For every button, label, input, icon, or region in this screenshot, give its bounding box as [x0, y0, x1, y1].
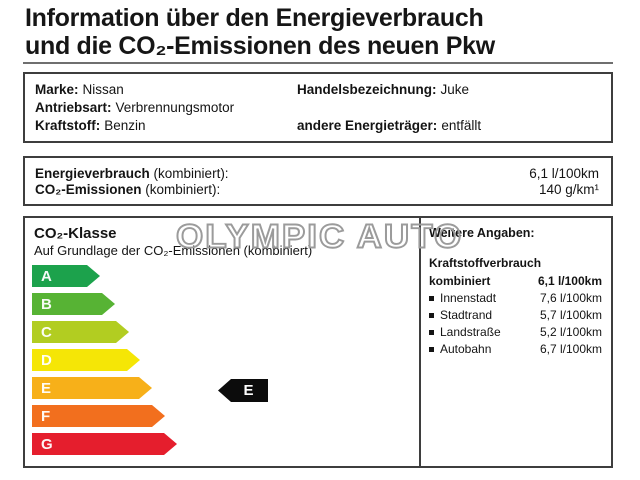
rated-class-letter: E: [243, 382, 254, 399]
rated-class-marker: E: [218, 379, 268, 402]
fuel-label-innenstadt: Innenstadt: [440, 291, 497, 305]
page-title-line1: Information über den Energieverbrauch: [25, 4, 484, 32]
co2-class-panel: CO₂-Klasse Auf Grundlage der CO₂-Emissio…: [23, 216, 613, 468]
page-title: Information über den Energieverbrauch un…: [25, 4, 495, 60]
fuel-label-stadtrand: Stadtrand: [440, 308, 493, 322]
andere-energietraeger-pair: andere Energieträger: entfällt: [297, 118, 481, 134]
fuel-row-kombiniert: kombiniert 6,1 l/100km: [429, 274, 602, 288]
vehicle-row-3: Kraftstoff: Benzin andere Energieträger: e…: [35, 118, 601, 134]
co2-emissionen-label: CO₂-Emissionen (kombiniert):: [35, 182, 220, 198]
energieverbrauch-row: Energieverbrauch (kombiniert): 6,1 l/100…: [35, 166, 599, 182]
antriebsart-label: Antriebsart:: [35, 100, 112, 115]
energieverbrauch-label-rest: (kombiniert):: [149, 166, 229, 181]
kraftstoff-value: Benzin: [104, 118, 146, 133]
antriebsart-pair: Antriebsart: Verbrennungsmotor: [35, 100, 234, 115]
fuel-label-kombiniert: kombiniert: [429, 274, 491, 288]
class-letter-g: G: [41, 435, 53, 453]
vehicle-row-2: Antriebsart: Verbrennungsmotor: [35, 100, 601, 116]
class-letter-c: C: [41, 323, 52, 341]
weitere-angaben-heading: Weitere Angaben:: [429, 226, 535, 240]
kraftstoff-label: Kraftstoff:: [35, 118, 101, 133]
co2-emissionen-label-bold: CO₂-Emissionen: [35, 182, 142, 197]
fuel-row-innenstadt: Innenstadt 7,6 l/100km: [429, 291, 602, 305]
handelsbezeichnung-label: Handelsbezeichnung:: [297, 82, 437, 97]
andere-energietraeger-value: entfällt: [441, 118, 482, 133]
antriebsart-value: Verbrennungsmotor: [115, 100, 235, 115]
kraftstoffverbrauch-title: Kraftstoffverbrauch: [429, 256, 542, 270]
co2-class-arrow-f: F: [32, 405, 165, 427]
fuel-value-kombiniert: 6,1 l/100km: [537, 274, 602, 288]
co2-emissionen-label-rest: (kombiniert):: [141, 182, 221, 197]
bullet-square-icon: [429, 295, 434, 301]
bullet-square-icon: [429, 312, 434, 318]
bullet-square-icon: [429, 329, 434, 335]
fuel-row-stadtrand: Stadtrand 5,7 l/100km: [429, 308, 602, 322]
handelsbezeichnung-value: Juke: [440, 82, 470, 97]
co2-class-arrow-d: D: [32, 349, 140, 371]
fuel-row-landstrasse: Landstraße 5,2 l/100km: [429, 325, 602, 339]
weitere-angaben-panel: Weitere Angaben: Kraftstoffverbrauch kom…: [421, 218, 611, 466]
class-letter-d: D: [41, 351, 52, 369]
fuel-row-autobahn: Autobahn 6,7 l/100km: [429, 342, 602, 356]
bullet-square-icon: [429, 346, 434, 352]
co2-class-arrow-c: C: [32, 321, 129, 343]
class-letter-f: F: [41, 407, 51, 425]
marke-value: Nissan: [82, 82, 124, 97]
fuel-value-innenstadt: 7,6 l/100km: [539, 291, 602, 305]
co2-emissionen-value: 140 g/km¹: [538, 182, 599, 197]
vehicle-row-1: Marke: Nissan Handelsbezeichnung: Juke: [35, 82, 601, 98]
co2-class-arrow-g: G: [32, 433, 177, 455]
marke-pair: Marke: Nissan: [35, 82, 124, 97]
consumption-panel: Energieverbrauch (kombiniert): 6,1 l/100…: [23, 156, 613, 206]
panel-divider: [419, 218, 421, 466]
fuel-label-autobahn: Autobahn: [440, 342, 492, 356]
co2-class-heading: CO₂-Klasse: [34, 225, 117, 242]
fuel-value-landstrasse: 5,2 l/100km: [539, 325, 602, 339]
co2-emissionen-row: CO₂-Emissionen (kombiniert): 140 g/km¹: [35, 182, 599, 198]
marke-label: Marke:: [35, 82, 79, 97]
co2-class-arrow-a: A: [32, 265, 100, 287]
co2-class-arrow-b: B: [32, 293, 115, 315]
handelsbezeichnung-pair: Handelsbezeichnung: Juke: [297, 82, 469, 98]
title-separator: [23, 62, 613, 64]
fuel-value-stadtrand: 5,7 l/100km: [539, 308, 602, 322]
energieverbrauch-label: Energieverbrauch (kombiniert):: [35, 166, 229, 182]
kraftstoff-pair: Kraftstoff: Benzin: [35, 118, 146, 133]
class-letter-a: A: [41, 267, 52, 285]
vehicle-info-panel: Marke: Nissan Handelsbezeichnung: Juke Ant…: [23, 72, 613, 143]
co2-class-subheading: Auf Grundlage der CO₂-Emissionen (kombin…: [34, 243, 313, 258]
andere-energietraeger-label: andere Energieträger:: [297, 118, 438, 133]
class-letter-e: E: [41, 379, 52, 397]
fuel-value-autobahn: 6,7 l/100km: [539, 342, 602, 356]
energieverbrauch-value: 6,1 l/100km: [529, 166, 599, 181]
co2-class-scale: A B C D E F G: [32, 265, 177, 461]
class-letter-b: B: [41, 295, 52, 313]
fuel-label-landstrasse: Landstraße: [440, 325, 501, 339]
co2-class-arrow-e: E: [32, 377, 152, 399]
page-title-line2: und die CO₂-Emissionen des neuen Pkw: [25, 32, 495, 60]
energieverbrauch-label-bold: Energieverbrauch: [35, 166, 150, 181]
